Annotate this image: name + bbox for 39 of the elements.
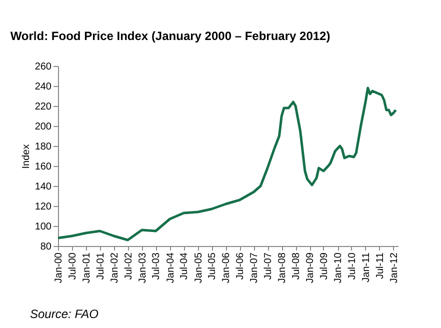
x-tick-label: Jan-03 xyxy=(137,252,148,284)
x-tick-label: Jul-02 xyxy=(123,252,134,280)
x-tick-label: Jan-07 xyxy=(249,252,260,284)
x-tick-label: Jan-12 xyxy=(388,252,400,284)
x-tick-label: Jul-06 xyxy=(235,252,246,280)
y-tick-label: 220 xyxy=(34,102,52,112)
x-tick-label: Jul-11 xyxy=(374,252,386,279)
line-series xyxy=(56,86,398,242)
x-tick-label: Jul-07 xyxy=(263,252,274,280)
x-tick-label: Jul-01 xyxy=(95,252,106,280)
x-tick-label: Jul-00 xyxy=(67,252,78,280)
x-tick-label: Jan-04 xyxy=(165,252,176,284)
x-tick-label: Jan-05 xyxy=(193,252,204,284)
x-tick-label: Jan-08 xyxy=(277,252,288,284)
x-tick-label: Jan-11 xyxy=(360,252,372,282)
x-tick-label: Jan-02 xyxy=(109,252,120,284)
x-tick-label: Jan-09 xyxy=(305,252,316,284)
y-tick-label: 260 xyxy=(34,62,52,72)
y-tick-label: 240 xyxy=(34,82,52,92)
x-tick-label: Jul-03 xyxy=(151,252,162,280)
y-tick-label: 200 xyxy=(34,122,52,132)
x-tick-label: Jul-04 xyxy=(179,252,190,280)
chart-title: World: Food Price Index (January 2000 – February 2012) xyxy=(10,29,330,43)
x-tick-label: Jul-08 xyxy=(291,252,302,280)
x-tick-label: Jan-06 xyxy=(221,252,232,284)
x-tick-label: Jul-09 xyxy=(318,252,330,280)
y-tick-label: 140 xyxy=(34,182,52,192)
x-tick-label: Jul-10 xyxy=(346,252,358,280)
y-tick-label: 100 xyxy=(34,222,52,232)
y-tick-label: 180 xyxy=(34,142,52,152)
x-tick-label: Jul-05 xyxy=(207,252,218,280)
source-note: Source: FAO xyxy=(30,307,100,321)
y-axis-title: Index xyxy=(20,144,32,169)
x-tick-label: Jan-00 xyxy=(54,252,64,284)
x-tick-label: Jan-10 xyxy=(333,252,344,284)
x-tick-label: Jan-01 xyxy=(82,252,93,284)
y-tick-label: 80 xyxy=(40,242,52,252)
y-tick-label: 120 xyxy=(34,202,52,212)
y-tick-label: 160 xyxy=(34,162,52,172)
